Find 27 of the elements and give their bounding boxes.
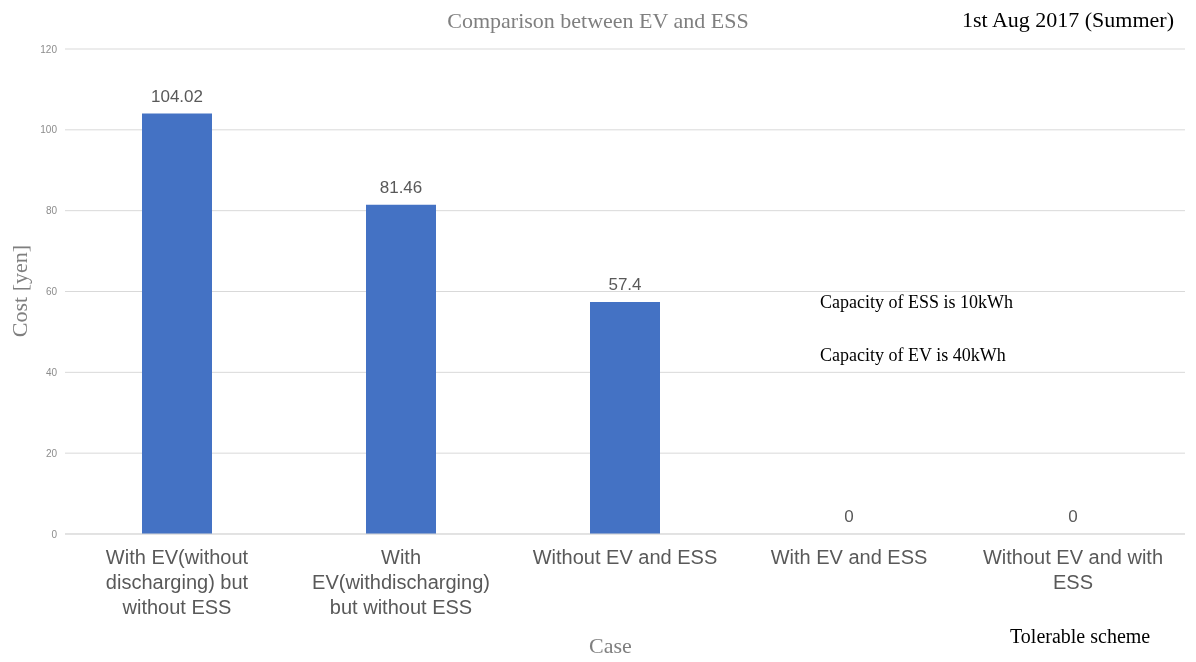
x-axis-title: Case — [589, 633, 632, 658]
bar — [366, 204, 436, 534]
x-tick-label: With EV(withdischarging) but without ESS — [312, 546, 490, 618]
annotation: Capacity of EV is 40kWh — [820, 345, 1006, 366]
x-tick-label: Without EV and with ESS — [982, 546, 1164, 593]
bar — [142, 113, 212, 534]
x-tick-label: With EV(without discharging) but without ESS — [105, 546, 249, 618]
x-tick-label: Without EV and ESS — [532, 546, 718, 568]
y-tick-label: 120 — [40, 43, 58, 55]
chart-subtitle: 1st Aug 2017 (Summer) — [961, 7, 1174, 33]
chart-title: Comparison between EV and ESS — [447, 8, 749, 33]
y-tick-label: 0 — [51, 528, 58, 540]
y-tick-label: 100 — [40, 124, 58, 136]
x-tick-label: With EV and ESS — [770, 546, 928, 568]
y-tick-label: 80 — [45, 205, 58, 217]
data-label: 0 — [844, 507, 854, 526]
data-label: 0 — [1068, 507, 1078, 526]
y-tick-label: 60 — [45, 286, 58, 298]
bar — [590, 302, 660, 534]
y-axis-title: Cost [yen] — [7, 244, 33, 338]
y-tick-label: 40 — [45, 366, 58, 378]
y-tick-label: 20 — [45, 447, 58, 459]
annotation: Capacity of ESS is 10kWh — [820, 292, 1013, 313]
data-label: 57.4 — [608, 275, 642, 295]
data-label: 104.02 — [151, 86, 203, 106]
data-label: 81.46 — [379, 177, 423, 197]
text: Tolerable scheme — [1010, 625, 1151, 648]
